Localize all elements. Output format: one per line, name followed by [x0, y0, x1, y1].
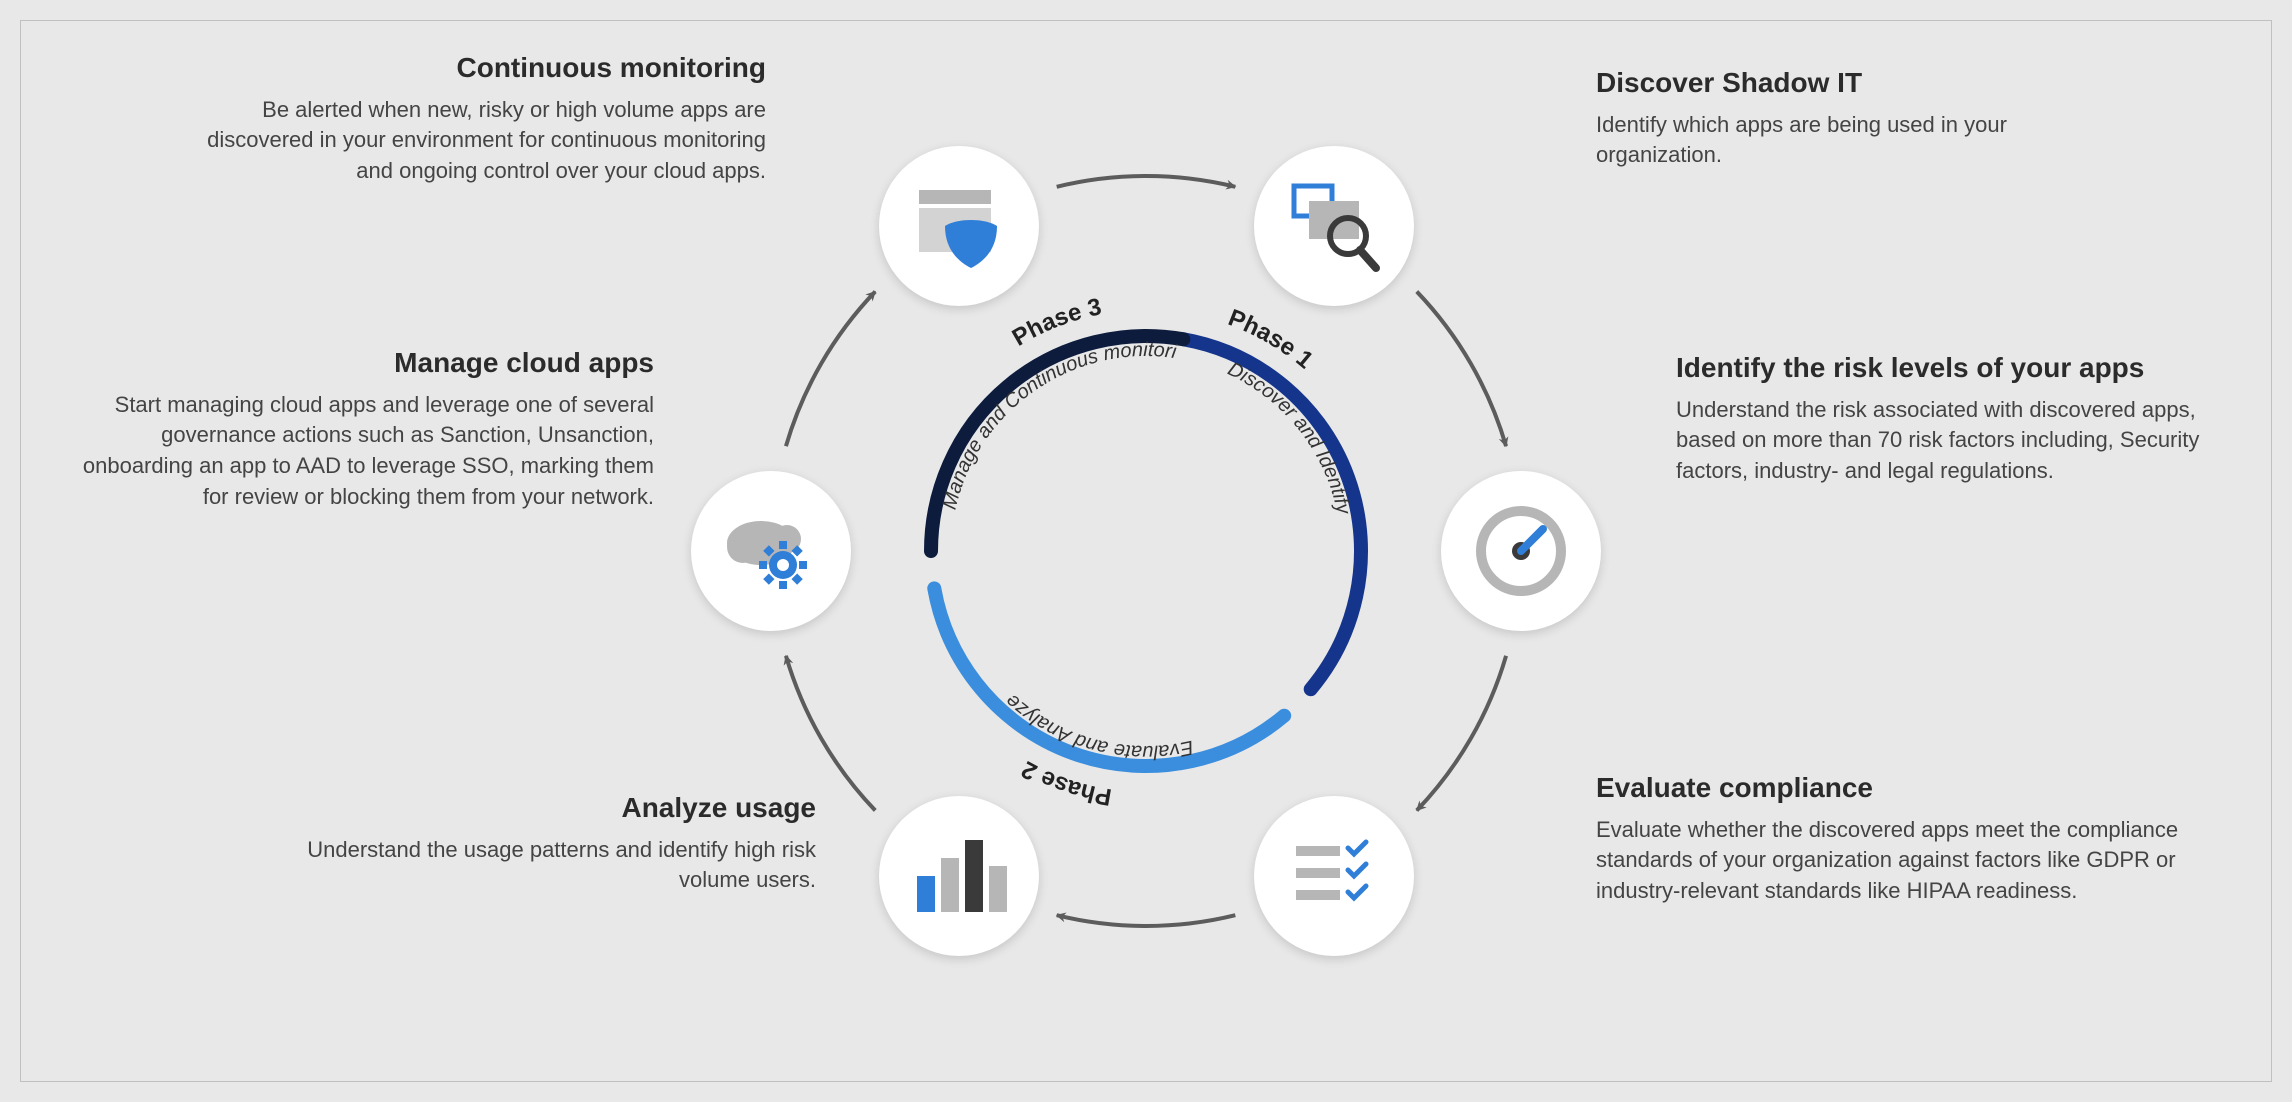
text-continuous-monitoring: Continuous monitoring Be alerted when ne…: [186, 51, 766, 187]
phase-arc-p2: [934, 588, 1284, 766]
title-continuous-monitoring: Continuous monitoring: [186, 51, 766, 85]
title-evaluate-compliance: Evaluate compliance: [1596, 771, 2186, 805]
cycle-arrow: [1417, 656, 1506, 811]
title-discover-shadow-it: Discover Shadow IT: [1596, 66, 2116, 100]
text-identify-risk: Identify the risk levels of your apps Un…: [1676, 351, 2236, 487]
magnify-apps-icon: [1274, 166, 1394, 286]
node-continuous-monitoring: [879, 146, 1039, 306]
phase-name-p2: Phase 2: [1017, 755, 1113, 810]
node-discover-shadow-it: [1254, 146, 1414, 306]
gauge-icon: [1461, 491, 1581, 611]
node-identify-risk: [1441, 471, 1601, 631]
cycle-arrow: [786, 656, 875, 811]
text-manage-cloud-apps: Manage cloud apps Start managing cloud a…: [64, 346, 654, 513]
diagram-frame: Phase 1Discover and IdentifyPhase 2Evalu…: [20, 20, 2272, 1082]
node-analyze-usage: [879, 796, 1039, 956]
text-evaluate-compliance: Evaluate compliance Evaluate whether the…: [1596, 771, 2186, 907]
cycle-diagram: Phase 1Discover and IdentifyPhase 2Evalu…: [46, 21, 2246, 1081]
title-manage-cloud-apps: Manage cloud apps: [64, 346, 654, 380]
phase-name-p1: Phase 1: [1225, 304, 1319, 374]
text-discover-shadow-it: Discover Shadow IT Identify which apps a…: [1596, 66, 2116, 171]
node-manage-cloud-apps: [691, 471, 851, 631]
text-analyze-usage: Analyze usage Understand the usage patte…: [276, 791, 816, 896]
node-evaluate-compliance: [1254, 796, 1414, 956]
body-identify-risk: Understand the risk associated with disc…: [1676, 395, 2236, 487]
body-discover-shadow-it: Identify which apps are being used in yo…: [1596, 110, 2116, 172]
shield-app-icon: [899, 166, 1019, 286]
title-identify-risk: Identify the risk levels of your apps: [1676, 351, 2236, 385]
cycle-arrow: [1057, 176, 1236, 187]
body-manage-cloud-apps: Start managing cloud apps and leverage o…: [64, 390, 654, 513]
cycle-arrow: [1057, 915, 1236, 926]
phase-desc-p2: Evaluate and Analyze: [1001, 690, 1195, 763]
bars-icon: [899, 816, 1019, 936]
cycle-arrow: [786, 292, 875, 447]
phase-arc-p1: [1183, 339, 1361, 689]
body-analyze-usage: Understand the usage patterns and identi…: [276, 835, 816, 897]
cloud-gear-icon: [711, 491, 831, 611]
phase-arc-p3: [931, 336, 1183, 551]
body-evaluate-compliance: Evaluate whether the discovered apps mee…: [1596, 815, 2186, 907]
phase-desc-p1: Discover and Identify: [1224, 358, 1354, 517]
checklist-icon: [1274, 816, 1394, 936]
body-continuous-monitoring: Be alerted when new, risky or high volum…: [186, 95, 766, 187]
cycle-arrow: [1417, 292, 1506, 447]
phase-name-p3: Phase 3: [1008, 293, 1104, 351]
title-analyze-usage: Analyze usage: [276, 791, 816, 825]
